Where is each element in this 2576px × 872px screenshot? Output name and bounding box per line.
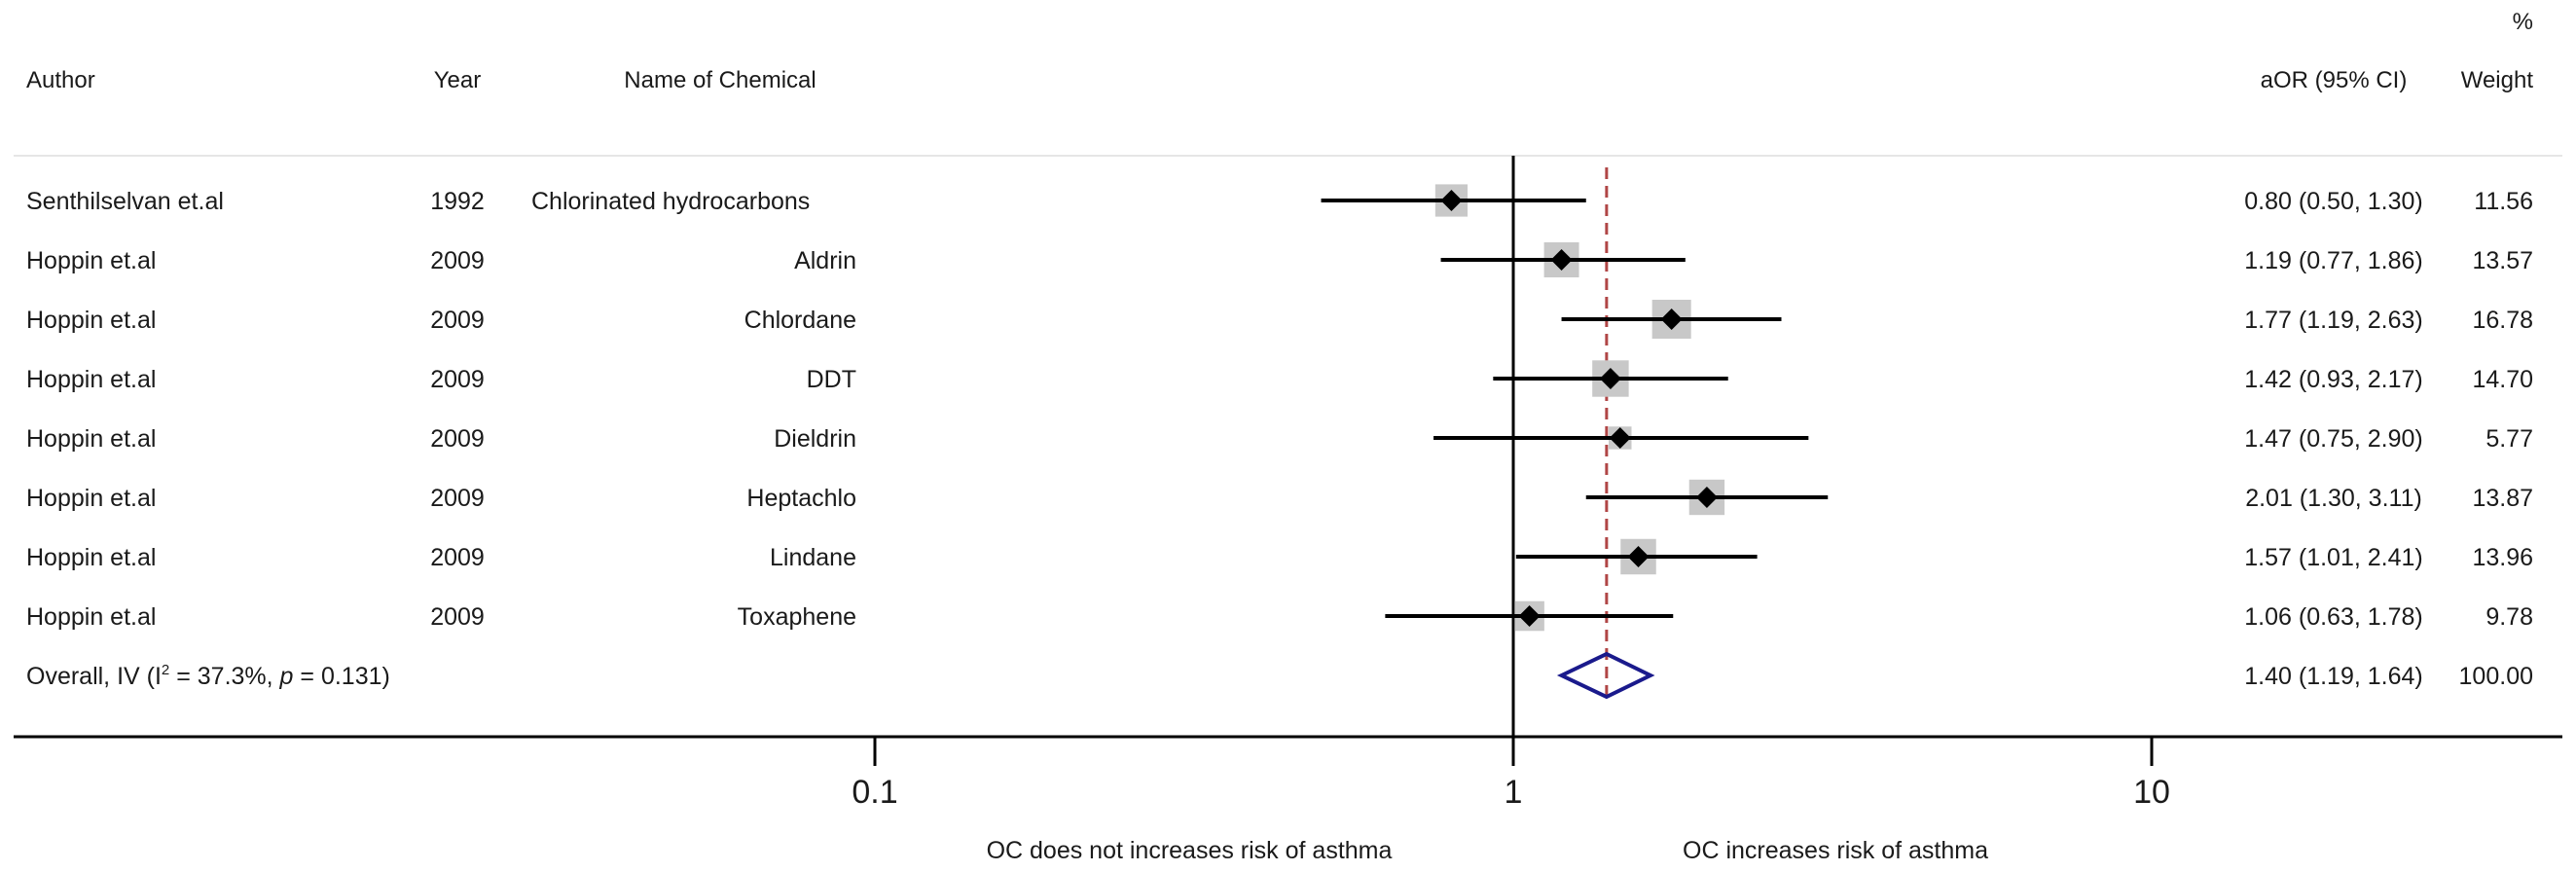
x-axis-label-right: OC increases risk of asthma: [1683, 837, 1988, 864]
study-effect-ci: 0.80 (0.50, 1.30): [2244, 188, 2422, 215]
point-estimate: [1609, 427, 1631, 449]
point-estimate: [1660, 309, 1683, 330]
study-author: Hoppin et.al: [26, 366, 156, 393]
study-chemical: Aldrin: [794, 247, 856, 274]
x-axis-tick-label: 10: [2133, 774, 2170, 811]
study-year: 2009: [430, 425, 485, 453]
study-effect-ci: 2.01 (1.30, 3.11): [2245, 485, 2422, 512]
study-weight: 13.87: [2472, 485, 2533, 512]
study-weight: 13.57: [2472, 247, 2533, 274]
study-author: Hoppin et.al: [26, 425, 156, 453]
overall-weight: 100.00: [2459, 663, 2533, 690]
point-estimate: [1627, 546, 1650, 567]
overall-label-part: = 37.3%,: [169, 663, 279, 690]
overall-diamond: [1556, 651, 1655, 700]
study-effect-ci: 1.57 (1.01, 2.41): [2244, 544, 2422, 571]
study-weight: 13.96: [2472, 544, 2533, 571]
study-year: 2009: [430, 307, 485, 334]
study-chemical: Chlorinated hydrocarbons: [531, 188, 810, 215]
study-effect-ci: 1.47 (0.75, 2.90): [2244, 425, 2422, 453]
study-weight: 14.70: [2472, 366, 2533, 393]
study-year: 2009: [430, 603, 485, 631]
study-chemical: Dieldrin: [774, 425, 856, 453]
study-chemical: Lindane: [770, 544, 856, 571]
study-weight: 11.56: [2474, 188, 2533, 215]
study-weight: 9.78: [2485, 603, 2533, 631]
x-axis-tick-label: 1: [1505, 774, 1523, 811]
study-author: Hoppin et.al: [26, 307, 156, 334]
point-estimate: [1518, 605, 1541, 627]
study-effect-ci: 1.77 (1.19, 2.63): [2244, 307, 2422, 334]
weight-column-header: Weight: [2461, 67, 2534, 93]
study-year: 1992: [430, 188, 485, 215]
point-estimate: [1599, 368, 1621, 389]
study-weight: 5.77: [2485, 425, 2533, 453]
study-author: Hoppin et.al: [26, 603, 156, 631]
study-year: 2009: [430, 247, 485, 274]
year-column-header: Year: [434, 67, 482, 93]
x-axis-tick-label: 0.1: [852, 774, 897, 811]
study-author: Senthilselvan et.al: [26, 188, 224, 215]
study-author: Hoppin et.al: [26, 544, 156, 571]
overall-label-part: = 0.131): [293, 663, 389, 690]
study-chemical: Chlordane: [744, 307, 856, 334]
overall-label-part: Overall, IV (I: [26, 663, 162, 690]
study-author: Hoppin et.al: [26, 485, 156, 512]
study-year: 2009: [430, 485, 485, 512]
author-column-header: Author: [26, 67, 95, 93]
study-year: 2009: [430, 366, 485, 393]
weight-percent-header: %: [2513, 9, 2533, 35]
study-author: Hoppin et.al: [26, 247, 156, 274]
overall-effect-ci: 1.40 (1.19, 1.64): [2244, 663, 2422, 690]
study-effect-ci: 1.42 (0.93, 2.17): [2244, 366, 2422, 393]
point-estimate: [1695, 487, 1718, 508]
overall-label: Overall, IV (I2 = 37.3%, p = 0.131): [26, 662, 390, 690]
study-effect-ci: 1.06 (0.63, 1.78): [2244, 603, 2422, 631]
study-chemical: Toxaphene: [738, 603, 856, 631]
study-weight: 16.78: [2472, 307, 2533, 334]
point-estimate: [1550, 249, 1573, 271]
study-year: 2009: [430, 544, 485, 571]
x-axis-label-left: OC does not increases risk of asthma: [987, 837, 1393, 864]
effect-column-header: aOR (95% CI): [2261, 67, 2408, 93]
study-effect-ci: 1.19 (0.77, 1.86): [2244, 247, 2422, 274]
point-estimate: [1440, 190, 1463, 211]
study-chemical: Heptachlo: [746, 485, 856, 512]
overall-label-part: 2: [162, 662, 169, 678]
chemical-column-header: Name of Chemical: [624, 67, 816, 93]
study-chemical: DDT: [807, 366, 856, 393]
overall-label-part: p: [279, 663, 294, 690]
